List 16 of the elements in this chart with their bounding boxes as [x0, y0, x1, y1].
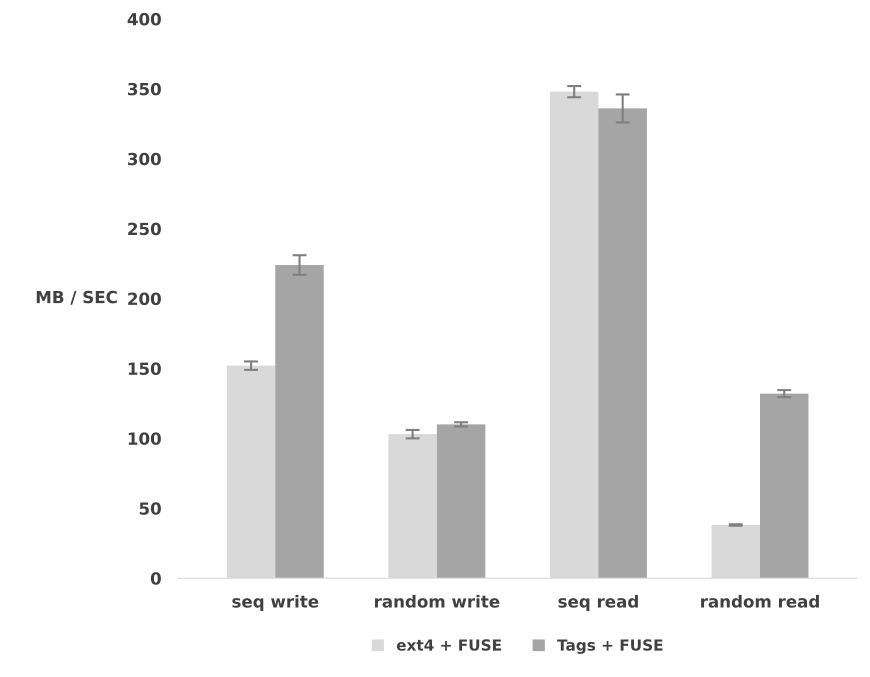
y-tick-label: 0	[150, 572, 161, 585]
x-tick-label: seq read	[558, 594, 638, 611]
y-tick-label: 200	[128, 292, 161, 306]
legend-label: Tags + FUSE	[557, 639, 662, 654]
y-tick-label: 250	[128, 222, 161, 236]
y-tick-label: 100	[128, 432, 161, 445]
x-tick-label: random read	[701, 594, 819, 608]
y-tick-label: 150	[128, 362, 161, 376]
x-tick-label: seq write	[232, 594, 318, 611]
y-axis-title: MB / SEC	[36, 290, 117, 305]
y-tick-label: 300	[128, 152, 161, 166]
x-tick-label: random write	[375, 594, 500, 608]
y-tick-label: 400	[128, 12, 161, 26]
legend-label: ext4 + FUSE	[396, 639, 501, 651]
y-tick-label: 350	[128, 82, 161, 96]
y-tick-label: 50	[140, 502, 161, 515]
